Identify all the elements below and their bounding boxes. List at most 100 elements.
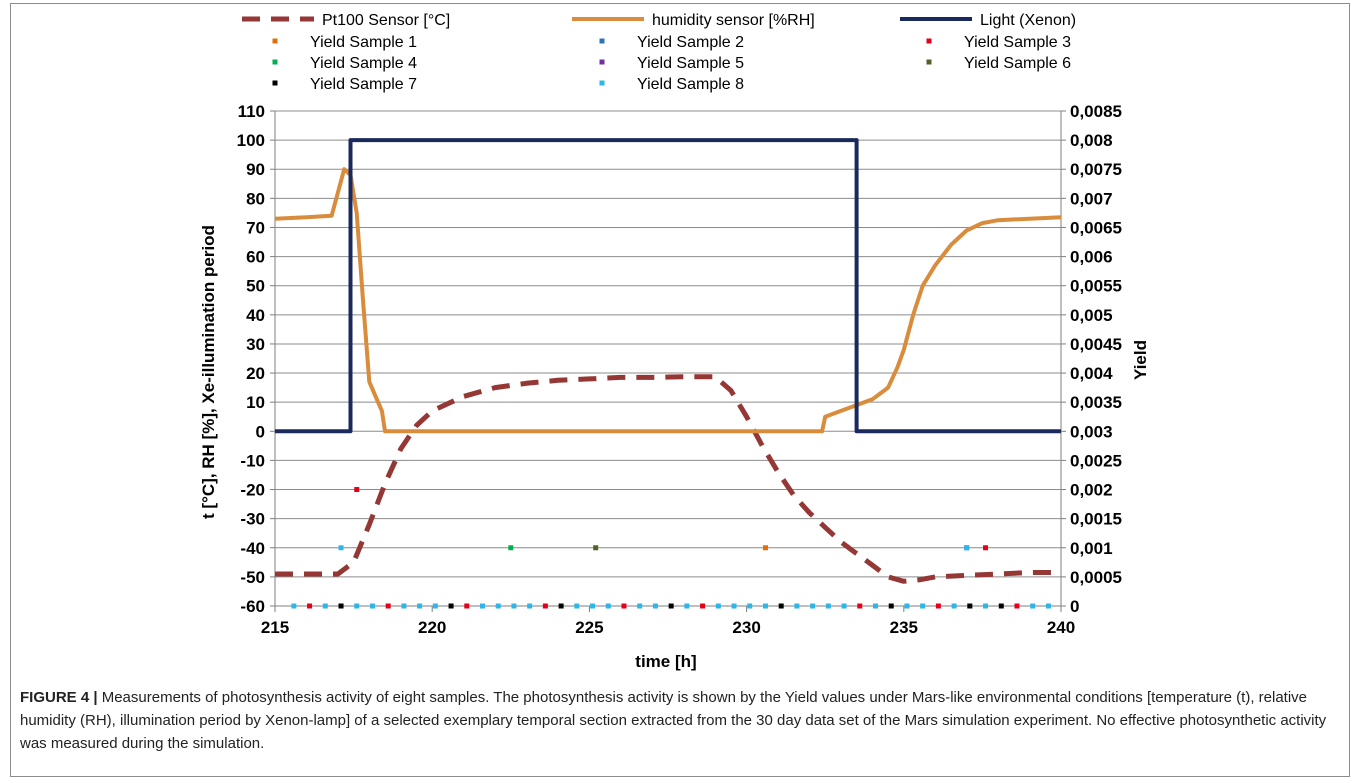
yield-point-zero (542, 603, 548, 609)
y-tick-label: -40 (240, 539, 265, 558)
chart: 1101009080706050403020100-10-20-30-40-50… (199, 12, 1150, 671)
yield-point-zero (354, 603, 360, 609)
yield-point-zero (417, 603, 423, 609)
y2-tick-label: 0,001 (1070, 539, 1113, 558)
legend-label-2: humidity sensor [%RH] (652, 12, 815, 29)
figure-frame (10, 3, 1350, 777)
legend-label-sample-4: Yield Sample 4 (310, 55, 417, 72)
y-tick-label: 80 (246, 189, 265, 208)
x-tick-label: 225 (575, 618, 603, 637)
yield-point-zero (291, 603, 297, 609)
yield-point-sample-1 (762, 545, 768, 551)
yield-point-zero (480, 603, 486, 609)
y-tick-label: -50 (240, 568, 265, 587)
yield-point-zero (385, 603, 391, 609)
y-tick-label: 70 (246, 218, 265, 237)
y2-tick-label: 0,006 (1070, 248, 1113, 267)
yield-point-zero (511, 603, 517, 609)
legend-label-sample-1: Yield Sample 1 (310, 34, 417, 51)
yield-point-zero (574, 603, 580, 609)
y-tick-label: -30 (240, 510, 265, 529)
y2-tick-label: 0,007 (1070, 189, 1113, 208)
y2-tick-label: 0 (1070, 597, 1079, 616)
y2-tick-label: 0,0065 (1070, 218, 1122, 237)
yield-point-zero (904, 603, 910, 609)
legend-marker-sample-1 (272, 38, 278, 44)
yield-point-zero (527, 603, 533, 609)
yield-point-zero (558, 603, 564, 609)
y2-tick-label: 0,005 (1070, 306, 1113, 325)
right-tick-labels: 0,0085 0,008 0,0075 0,007 0,0065 0,006 0,0055 0… (1070, 102, 1122, 616)
legend-marker-sample-7 (272, 80, 278, 86)
legend-label-sample-8: Yield Sample 8 (637, 76, 744, 93)
y-tick-label: 40 (246, 306, 265, 325)
yield-point-zero (715, 603, 721, 609)
figure-caption: FIGURE 4 | Measurements of photosynthesi… (20, 686, 1340, 755)
yield-point-zero (637, 603, 643, 609)
yield-point-zero (998, 603, 1004, 609)
y-tick-label: 10 (246, 393, 265, 412)
axes (270, 110, 1066, 612)
y2-axis-label: Yield (1131, 340, 1150, 380)
series-line-1 (275, 374, 1061, 584)
y2-tick-label: 0,002 (1070, 481, 1113, 500)
x-tick-label: 220 (418, 618, 446, 637)
yield-point-zero (920, 603, 926, 609)
legend-label-3: Light (Xenon) (980, 12, 1076, 29)
y2-tick-label: 0,0045 (1070, 335, 1122, 354)
yield-point-sample-8 (338, 545, 344, 551)
gridlines (275, 110, 1061, 607)
yield-point-zero (888, 603, 894, 609)
x-tick-label: 240 (1047, 618, 1075, 637)
y2-tick-label: 0,0035 (1070, 393, 1122, 412)
yield-point-zero (951, 603, 957, 609)
yield-point-sample-7 (967, 603, 973, 609)
y2-tick-label: 0,0005 (1070, 568, 1122, 587)
legend-label-sample-6: Yield Sample 6 (964, 55, 1071, 72)
yield-point-zero (621, 603, 627, 609)
legend-label-sample-5: Yield Sample 5 (637, 55, 744, 72)
y-tick-label: -10 (240, 451, 265, 470)
yield-point-zero (307, 603, 313, 609)
yield-point-zero (731, 603, 737, 609)
legend-marker-sample-6 (926, 59, 932, 65)
yield-point-zero (983, 603, 989, 609)
legend-marker-sample-5 (599, 59, 605, 65)
yield-point-zero (810, 603, 816, 609)
legend-label-1: Pt100 Sensor [°C] (322, 12, 450, 29)
y-tick-label: -60 (240, 597, 265, 616)
y-tick-label: 100 (237, 131, 265, 150)
yield-point-zero (700, 603, 706, 609)
caption-label: FIGURE 4 | (20, 689, 98, 706)
yield-point-zero (605, 603, 611, 609)
y-tick-label: 110 (238, 102, 265, 121)
yield-point-sample-4 (508, 545, 514, 551)
yield-point-zero (778, 603, 784, 609)
yield-point-zero (590, 603, 596, 609)
yield-point-zero (935, 603, 941, 609)
yield-point-zero (369, 603, 375, 609)
left-tick-labels: 1101009080706050403020100-10-20-30-40-50… (237, 102, 265, 616)
y-tick-label: -20 (240, 481, 265, 500)
y-tick-label: 0 (256, 422, 265, 441)
yield-point-zero (1030, 603, 1036, 609)
yield-point-zero (448, 603, 454, 609)
x-axis-label: time [h] (635, 652, 696, 671)
y-tick-label: 60 (246, 248, 265, 267)
yield-point-zero (873, 603, 879, 609)
legend: Pt100 Sensor [°C] humidity sensor [%RH] Li… (242, 12, 1076, 93)
x-tick-labels: 215 220 225 230 235 240 (261, 618, 1075, 637)
legend-label-sample-7: Yield Sample 7 (310, 76, 417, 93)
y2-tick-label: 0,0075 (1070, 160, 1122, 179)
yield-point-zero (825, 603, 831, 609)
yield-point-zero (857, 603, 863, 609)
legend-marker-sample-3 (926, 38, 932, 44)
yield-point-sample-7 (338, 603, 344, 609)
y2-tick-label: 0,004 (1070, 364, 1113, 383)
yield-point-zero (762, 603, 768, 609)
y2-tick-label: 0,0085 (1070, 102, 1122, 121)
yield-point-zero (841, 603, 847, 609)
y2-tick-label: 0,0025 (1070, 451, 1122, 470)
x-tick-label: 215 (261, 618, 289, 637)
yield-point-zero (1045, 603, 1051, 609)
